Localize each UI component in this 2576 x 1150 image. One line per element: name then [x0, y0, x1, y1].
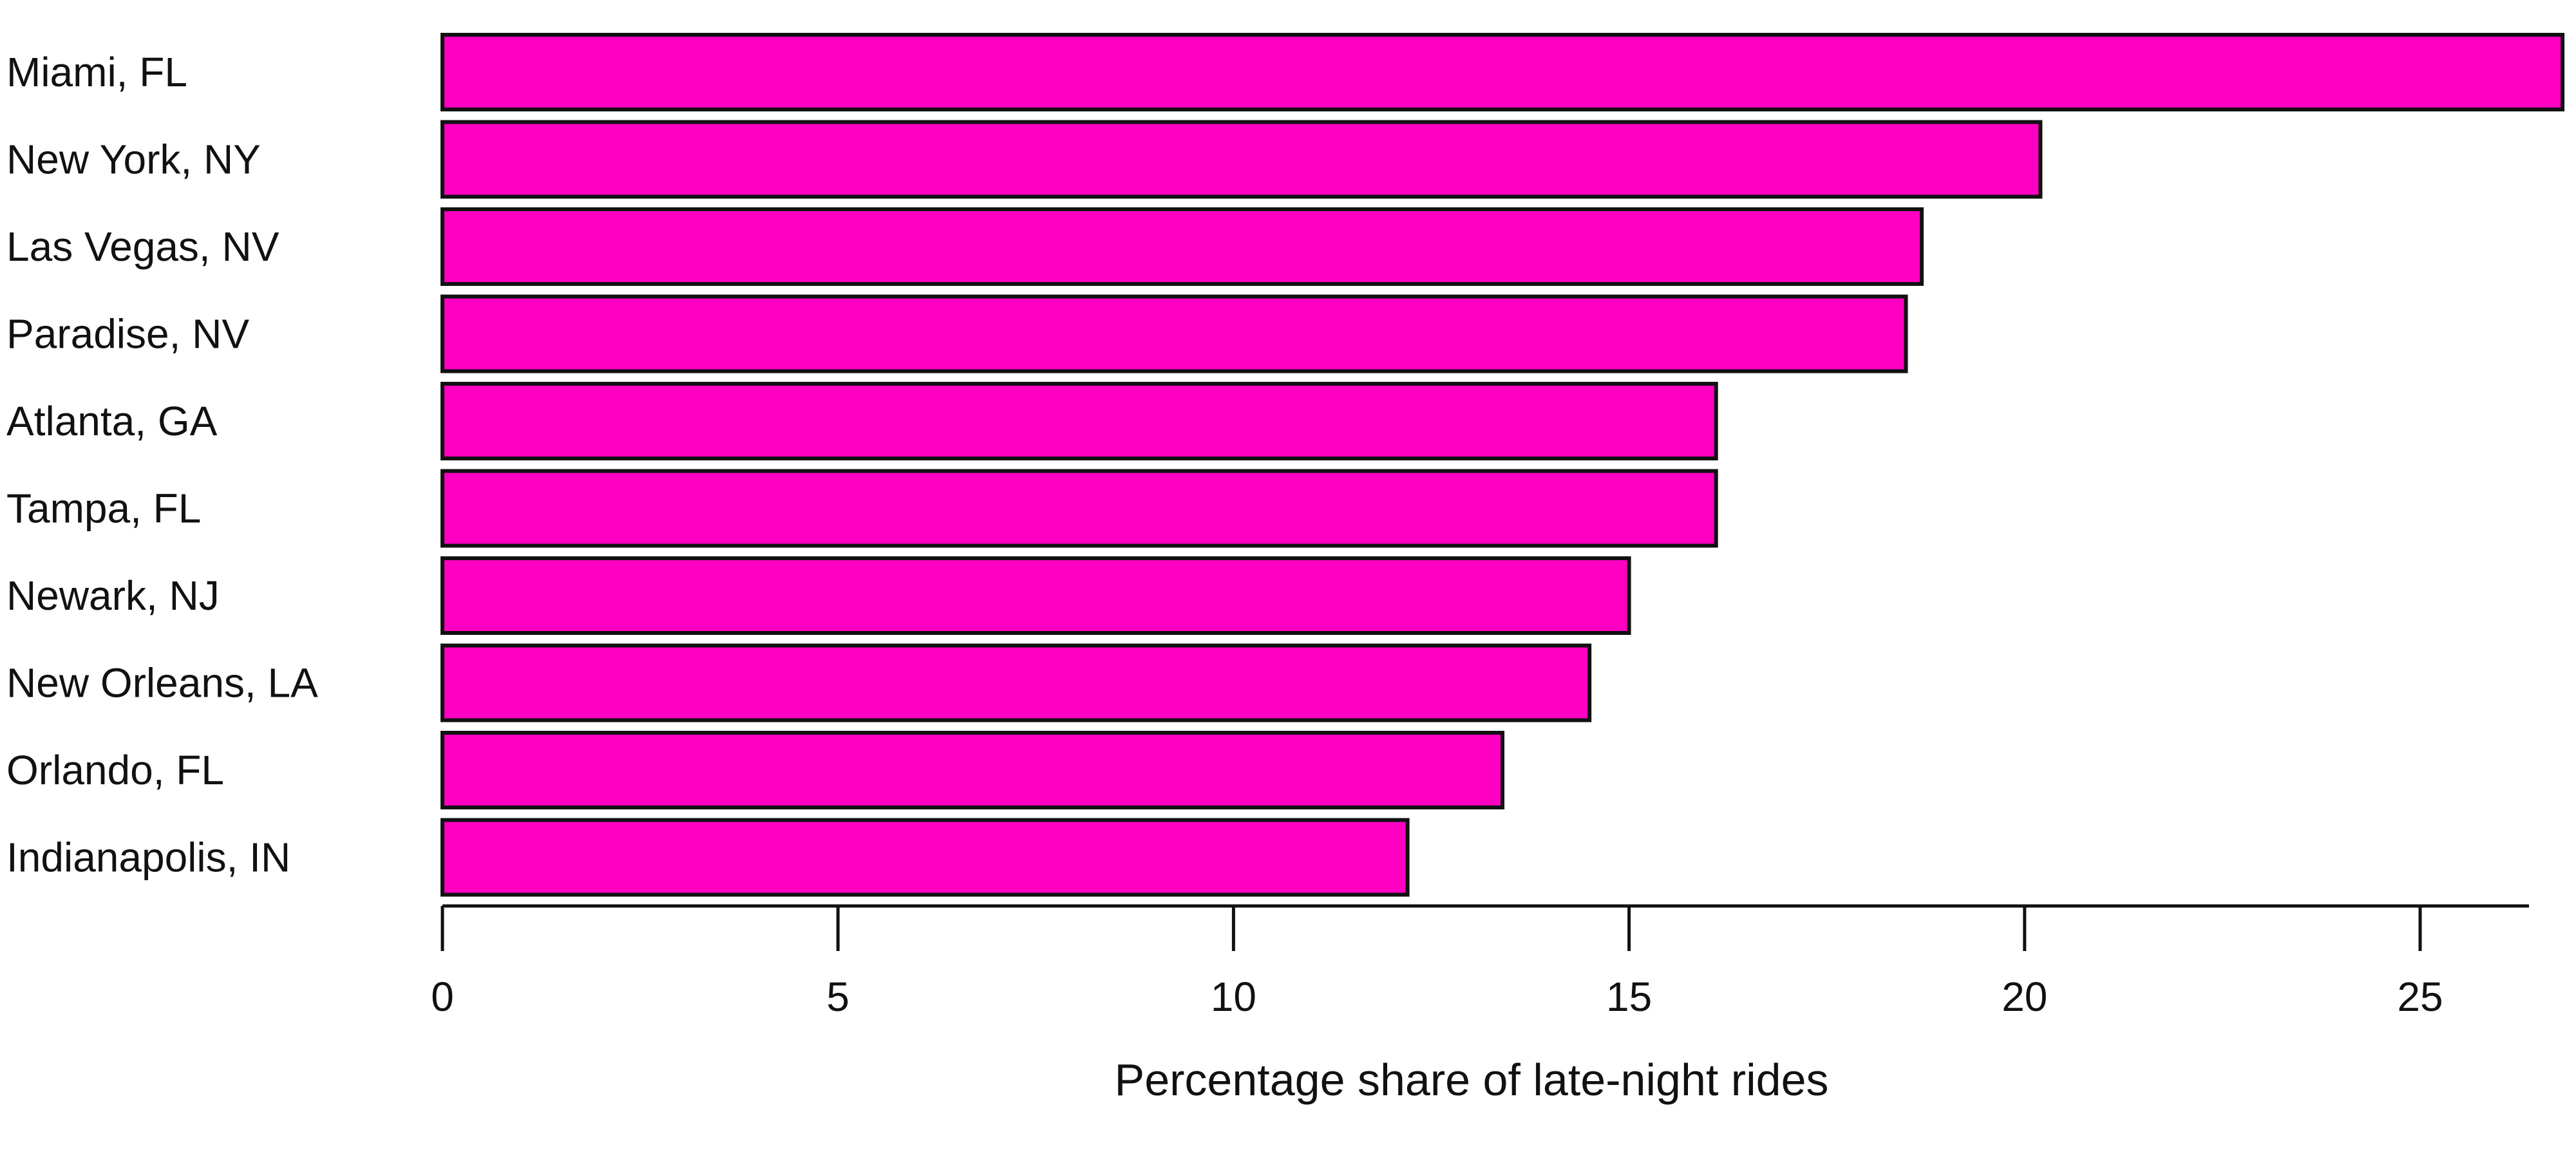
category-label: Atlanta, GA — [6, 398, 218, 444]
x-axis-title: Percentage share of late-night rides — [1115, 1055, 1829, 1105]
x-tick-label: 5 — [826, 974, 849, 1020]
category-label: Las Vegas, NV — [6, 223, 279, 270]
category-label: Newark, NJ — [6, 572, 220, 619]
bars-group — [440, 33, 2565, 897]
category-label: New Orleans, LA — [6, 660, 318, 706]
bar — [440, 731, 1505, 809]
x-tick-label: 20 — [2002, 974, 2047, 1020]
bar — [440, 382, 1718, 460]
x-tick-label: 10 — [1211, 974, 1256, 1020]
bar — [440, 556, 1631, 635]
x-axis: 0 5 10 15 20 25 — [431, 904, 2529, 1020]
category-label: Indianapolis, IN — [6, 834, 290, 881]
bar — [440, 33, 2565, 111]
category-label: Orlando, FL — [6, 747, 224, 793]
category-label: Paradise, NV — [6, 311, 249, 357]
x-tick-label: 25 — [2397, 974, 2443, 1020]
bar — [440, 469, 1718, 548]
bar — [440, 818, 1410, 897]
bar — [440, 294, 1908, 373]
x-tick-label: 15 — [1606, 974, 1652, 1020]
category-label: Tampa, FL — [6, 485, 201, 532]
category-label: New York, NY — [6, 137, 261, 183]
bar — [440, 120, 2043, 199]
category-label: Miami, FL — [6, 49, 187, 95]
bar — [440, 207, 1924, 286]
bar — [440, 643, 1592, 722]
category-labels: Miami, FL New York, NY Las Vegas, NV Paradi… — [6, 49, 318, 881]
x-ticks: 0 5 10 15 20 25 — [431, 906, 2443, 1020]
x-tick-label: 0 — [431, 974, 454, 1020]
